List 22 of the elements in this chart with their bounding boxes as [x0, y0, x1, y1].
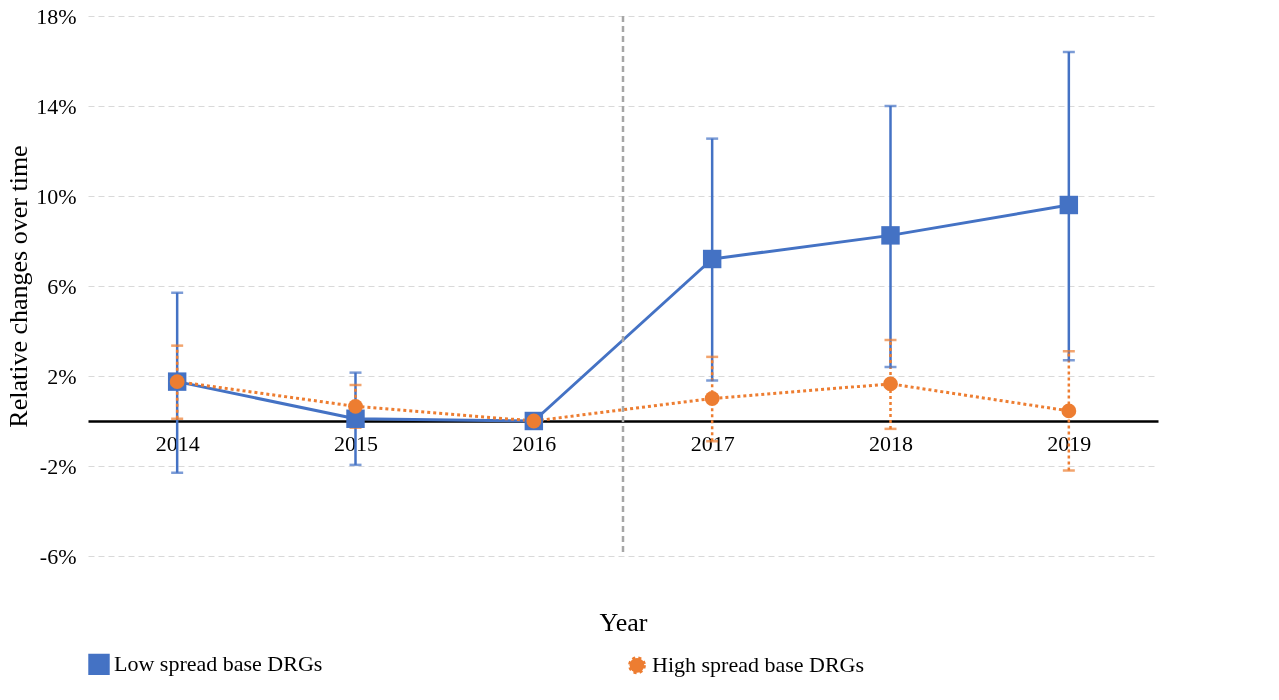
- y-tick-label: 14%: [36, 93, 77, 119]
- point: [702, 249, 722, 269]
- legend-label: High spread base DRGs: [652, 652, 865, 678]
- point: [1061, 403, 1077, 419]
- y-tick-label: 2%: [47, 363, 77, 389]
- x-tick-label: 2017: [690, 430, 735, 456]
- point: [348, 398, 363, 414]
- y-tick-label: 10%: [36, 183, 77, 209]
- point: [883, 376, 898, 392]
- point: [704, 391, 720, 406]
- x-tick-label: 2018: [869, 430, 913, 456]
- y-tick-label: -6%: [39, 543, 77, 569]
- x-axis-title: Year: [599, 607, 648, 637]
- y-tick-label: 6%: [47, 273, 77, 299]
- x-tick-label: 2019: [1047, 430, 1092, 456]
- point: [1059, 195, 1079, 215]
- x-tick-label: 2016: [512, 430, 557, 456]
- y-axis-title: Relative changes over time: [4, 145, 34, 428]
- point: [881, 226, 900, 245]
- y-tick-label: 18%: [36, 3, 77, 29]
- legend-label: Low spread base DRGs: [114, 651, 323, 677]
- y-tick-label: -2%: [39, 453, 77, 479]
